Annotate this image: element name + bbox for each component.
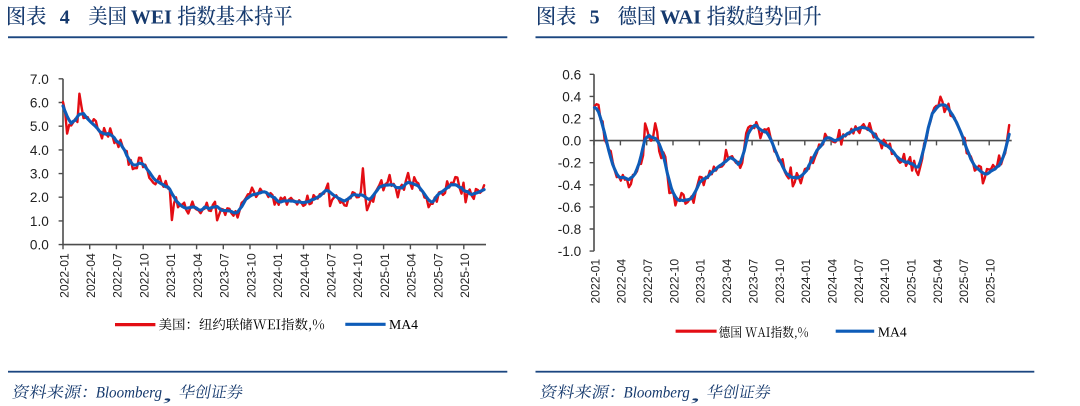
svg-text:MA4: MA4: [878, 326, 907, 341]
svg-text:2025-07: 2025-07: [431, 253, 445, 298]
svg-text:MA4: MA4: [389, 318, 418, 333]
svg-text:2023-07: 2023-07: [746, 259, 760, 304]
svg-text:-0.8: -0.8: [558, 222, 581, 237]
svg-text:2022-01: 2022-01: [57, 253, 71, 298]
svg-text:2024-01: 2024-01: [799, 259, 813, 304]
svg-text:2025-01: 2025-01: [378, 253, 392, 298]
svg-text:2025-10: 2025-10: [984, 259, 998, 304]
svg-text:2022-10: 2022-10: [667, 259, 681, 304]
svg-text:2022-04: 2022-04: [84, 253, 98, 298]
svg-text:Bloomberg: Bloomberg: [624, 385, 690, 402]
svg-text:2022-10: 2022-10: [138, 253, 152, 298]
svg-text:2025-07: 2025-07: [957, 259, 971, 304]
svg-text:WAI: WAI: [660, 7, 701, 29]
svg-text:2025-10: 2025-10: [458, 253, 472, 298]
svg-text:2024-04: 2024-04: [825, 259, 839, 304]
svg-text:2022-04: 2022-04: [615, 259, 629, 304]
svg-text:-1.0: -1.0: [558, 244, 582, 259]
svg-text:2024-01: 2024-01: [271, 253, 285, 298]
svg-text:2024-07: 2024-07: [325, 253, 339, 298]
svg-text:0.0: 0.0: [30, 238, 49, 253]
svg-text:0.4: 0.4: [562, 89, 581, 104]
svg-text:7.0: 7.0: [30, 72, 49, 87]
svg-text:2023-01: 2023-01: [694, 259, 708, 304]
svg-text:2022-07: 2022-07: [111, 253, 125, 298]
svg-text:Bloomberg: Bloomberg: [96, 385, 162, 402]
svg-text:5.0: 5.0: [30, 119, 49, 134]
svg-text:2023-04: 2023-04: [720, 259, 734, 304]
svg-text:2023-01: 2023-01: [164, 253, 178, 298]
svg-text:2024-07: 2024-07: [852, 259, 866, 304]
svg-text:0.6: 0.6: [562, 67, 581, 82]
svg-text:-0.4: -0.4: [558, 178, 582, 193]
svg-text:1.0: 1.0: [30, 214, 49, 229]
svg-text:5: 5: [590, 7, 600, 29]
svg-text:-0.2: -0.2: [558, 156, 581, 171]
svg-text:2023-07: 2023-07: [218, 253, 232, 298]
svg-text:WEI: WEI: [131, 7, 172, 29]
svg-text:2.0: 2.0: [30, 190, 49, 205]
svg-text:2023-10: 2023-10: [773, 259, 787, 304]
svg-text:0.0: 0.0: [562, 134, 581, 149]
svg-text:4.0: 4.0: [30, 143, 49, 158]
svg-text:2025-01: 2025-01: [905, 259, 919, 304]
svg-text:2023-10: 2023-10: [244, 253, 258, 298]
svg-text:0.2: 0.2: [562, 112, 581, 127]
svg-text:2025-04: 2025-04: [405, 253, 419, 298]
svg-text:2024-04: 2024-04: [298, 253, 312, 298]
svg-text:2022-07: 2022-07: [641, 259, 655, 304]
svg-text:6.0: 6.0: [30, 96, 49, 111]
svg-text:4: 4: [60, 7, 70, 29]
svg-text:2022-01: 2022-01: [588, 259, 602, 304]
svg-text:2024-10: 2024-10: [878, 259, 892, 304]
svg-text:-0.6: -0.6: [558, 200, 581, 215]
svg-text:3.0: 3.0: [30, 167, 49, 182]
svg-text:2024-10: 2024-10: [351, 253, 365, 298]
svg-text:2023-04: 2023-04: [191, 253, 205, 298]
svg-text:2025-04: 2025-04: [931, 259, 945, 304]
